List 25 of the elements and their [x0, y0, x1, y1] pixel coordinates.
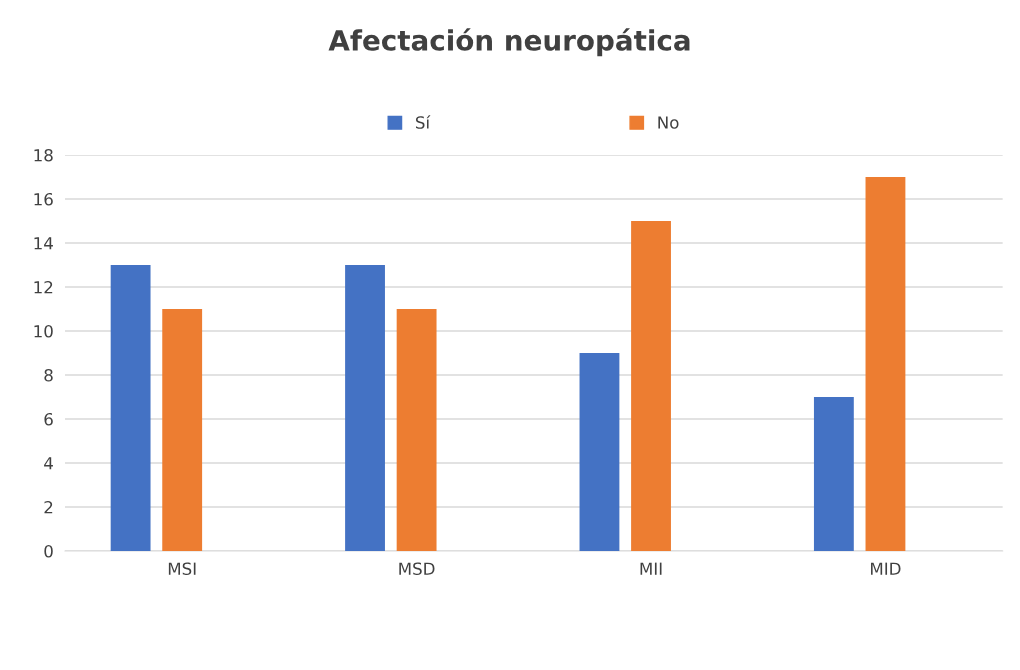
y-tick-label: 18 [34, 148, 53, 162]
bar [579, 352, 620, 552]
x-tick-label: MII [640, 562, 662, 575]
y-tick-label: 2 [44, 500, 53, 514]
x-tick-label: MID [871, 562, 901, 575]
y-tick-label: 10 [34, 324, 53, 338]
legend-label: No [658, 116, 679, 129]
bar [813, 396, 854, 552]
chart-title: Afectación neuropática [328, 28, 690, 57]
y-tick-label: 4 [44, 457, 53, 470]
bar [631, 220, 671, 552]
legend-label: Sí [415, 115, 431, 129]
y-tick-label: 0 [44, 544, 53, 558]
bar [162, 308, 203, 552]
y-tick-label: 16 [34, 192, 53, 206]
bar [396, 308, 437, 552]
y-tick-label: 8 [44, 368, 53, 382]
bar [865, 176, 906, 552]
x-tick-label: MSD [399, 562, 435, 576]
x-tick-label: MSI [168, 562, 196, 576]
bar [345, 264, 385, 552]
y-tick-label: 14 [34, 237, 53, 250]
y-tick-label: 6 [44, 412, 53, 426]
y-tick-label: 12 [34, 280, 53, 294]
bar [110, 264, 151, 552]
